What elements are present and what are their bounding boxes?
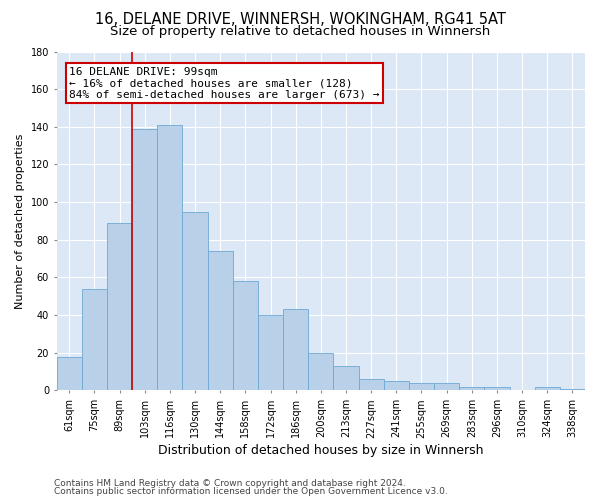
- Text: Size of property relative to detached houses in Winnersh: Size of property relative to detached ho…: [110, 25, 490, 38]
- Bar: [359, 379, 384, 390]
- Bar: [56, 356, 82, 390]
- Bar: [258, 315, 283, 390]
- Bar: [308, 353, 334, 391]
- Text: Contains public sector information licensed under the Open Government Licence v3: Contains public sector information licen…: [54, 487, 448, 496]
- Bar: [107, 223, 132, 390]
- Bar: [334, 366, 359, 390]
- Text: 16 DELANE DRIVE: 99sqm
← 16% of detached houses are smaller (128)
84% of semi-de: 16 DELANE DRIVE: 99sqm ← 16% of detached…: [69, 66, 380, 100]
- Bar: [560, 388, 585, 390]
- Bar: [409, 383, 434, 390]
- Bar: [459, 386, 484, 390]
- Bar: [233, 281, 258, 390]
- Bar: [283, 310, 308, 390]
- X-axis label: Distribution of detached houses by size in Winnersh: Distribution of detached houses by size …: [158, 444, 484, 458]
- Bar: [208, 251, 233, 390]
- Bar: [132, 128, 157, 390]
- Bar: [157, 125, 182, 390]
- Y-axis label: Number of detached properties: Number of detached properties: [15, 134, 25, 308]
- Bar: [82, 288, 107, 390]
- Bar: [384, 381, 409, 390]
- Text: 16, DELANE DRIVE, WINNERSH, WOKINGHAM, RG41 5AT: 16, DELANE DRIVE, WINNERSH, WOKINGHAM, R…: [95, 12, 505, 28]
- Bar: [535, 386, 560, 390]
- Bar: [182, 212, 208, 390]
- Text: Contains HM Land Registry data © Crown copyright and database right 2024.: Contains HM Land Registry data © Crown c…: [54, 478, 406, 488]
- Bar: [434, 383, 459, 390]
- Bar: [484, 386, 509, 390]
